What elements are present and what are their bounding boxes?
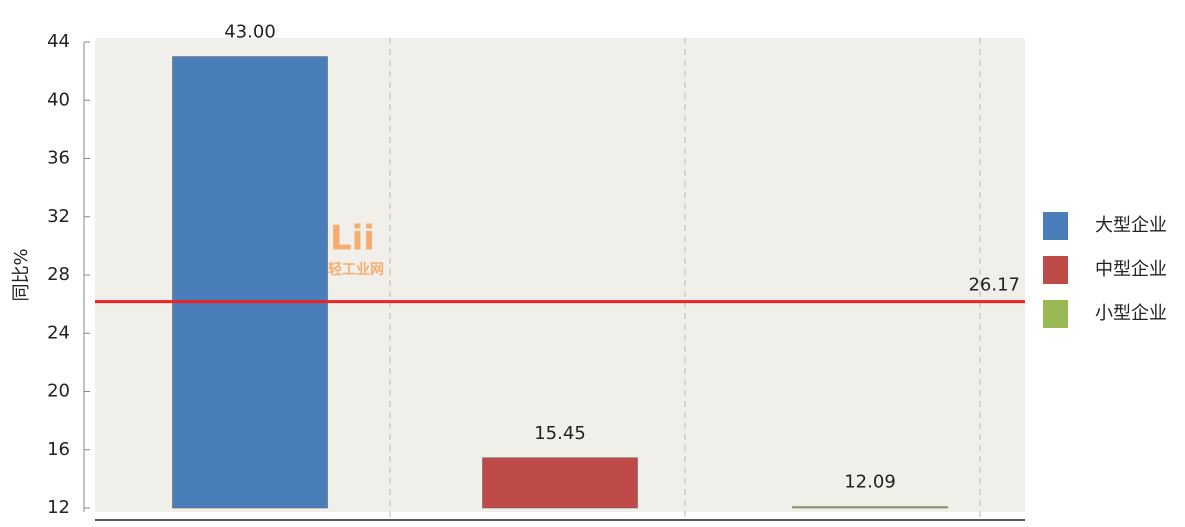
y-tick-label: 28 bbox=[47, 264, 70, 285]
y-tick-label: 40 bbox=[47, 89, 70, 110]
y-tick-label: 20 bbox=[47, 381, 70, 402]
data-label: 15.45 bbox=[534, 423, 586, 444]
legend-label: 大型企业 bbox=[1095, 215, 1167, 236]
y-tick-label: 24 bbox=[47, 322, 70, 343]
legend-label: 中型企业 bbox=[1095, 259, 1167, 280]
y-axis-label: 同比% bbox=[11, 248, 32, 301]
data-label: 12.09 bbox=[844, 472, 896, 493]
data-label: 43.00 bbox=[224, 22, 276, 43]
y-tick-label: 16 bbox=[47, 439, 70, 460]
y-tick-label: 12 bbox=[47, 497, 70, 518]
legend-label: 小型企业 bbox=[1095, 303, 1167, 324]
y-tick-label: 44 bbox=[47, 31, 70, 52]
y-tick-label: 36 bbox=[47, 148, 70, 169]
legend-swatch bbox=[1043, 212, 1068, 240]
bar bbox=[792, 506, 948, 509]
bar bbox=[172, 56, 328, 509]
legend-swatch bbox=[1043, 300, 1068, 328]
y-tick-label: 32 bbox=[47, 206, 70, 227]
bar bbox=[482, 457, 638, 509]
legend-swatch bbox=[1043, 256, 1068, 284]
reference-label: 26.17 bbox=[968, 275, 1020, 296]
